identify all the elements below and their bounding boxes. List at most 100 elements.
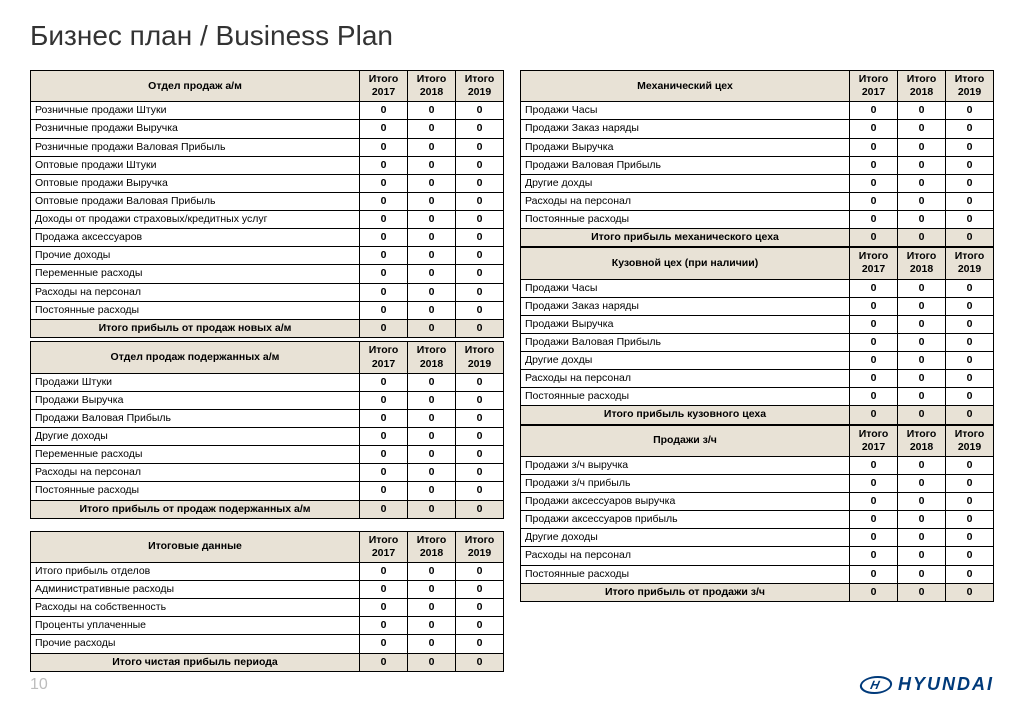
row-value: 0: [898, 279, 946, 297]
row-value: 0: [898, 370, 946, 388]
row-value: 0: [360, 120, 408, 138]
row-value: 0: [946, 547, 994, 565]
row-value: 0: [850, 529, 898, 547]
row-value: 0: [946, 529, 994, 547]
row-value: 0: [360, 265, 408, 283]
table-section-title: Кузовной цех (при наличии): [521, 248, 850, 279]
row-value: 0: [408, 138, 456, 156]
total-value: 0: [898, 229, 946, 247]
table-row: Постоянные расходы000: [521, 565, 994, 583]
row-value: 0: [850, 565, 898, 583]
row-label: Расходы на собственность: [31, 599, 360, 617]
row-value: 0: [456, 373, 504, 391]
row-value: 0: [898, 102, 946, 120]
row-label: Продажа аксессуаров: [31, 229, 360, 247]
table-row: Продажи з/ч выручка000: [521, 456, 994, 474]
row-label: Прочие доходы: [31, 247, 360, 265]
year-header: Итого2019: [946, 248, 994, 279]
row-value: 0: [408, 247, 456, 265]
row-value: 0: [456, 229, 504, 247]
table-row: Продажи Часы000: [521, 102, 994, 120]
table-row: Продажи Заказ наряды000: [521, 120, 994, 138]
table-row: Постоянные расходы000: [31, 301, 504, 319]
total-value: 0: [946, 583, 994, 601]
row-value: 0: [360, 102, 408, 120]
row-value: 0: [456, 283, 504, 301]
row-value: 0: [408, 102, 456, 120]
row-value: 0: [850, 547, 898, 565]
table-row: Продажи Выручка000: [521, 315, 994, 333]
total-label: Итого прибыль от продаж подержанных а/м: [31, 500, 360, 518]
year-header: Итого2019: [946, 71, 994, 102]
table-row: Продажи Валовая Прибыль000: [521, 333, 994, 351]
table-section-title: Отдел продаж подержанных а/м: [31, 342, 360, 373]
row-label: Продажи Заказ наряды: [521, 120, 850, 138]
total-row: Итого прибыль от продажи з/ч000: [521, 583, 994, 601]
row-value: 0: [408, 373, 456, 391]
row-label: Другие доходы: [521, 529, 850, 547]
total-label: Итого чистая прибыль периода: [31, 653, 360, 671]
row-label: Оптовые продажи Выручка: [31, 174, 360, 192]
row-value: 0: [850, 279, 898, 297]
year-header: Итого2019: [456, 71, 504, 102]
total-value: 0: [456, 319, 504, 337]
row-value: 0: [850, 138, 898, 156]
row-value: 0: [456, 174, 504, 192]
row-value: 0: [456, 635, 504, 653]
row-value: 0: [946, 333, 994, 351]
table-row: Продажи з/ч прибыль000: [521, 474, 994, 492]
row-value: 0: [850, 192, 898, 210]
row-value: 0: [456, 138, 504, 156]
row-value: 0: [360, 192, 408, 210]
row-value: 0: [946, 370, 994, 388]
row-label: Итого прибыль отделов: [31, 562, 360, 580]
table-row: Расходы на персонал000: [31, 464, 504, 482]
total-value: 0: [360, 319, 408, 337]
total-value: 0: [946, 229, 994, 247]
table-parts: Продажи з/чИтого2017Итого2018Итого2019Пр…: [520, 425, 994, 602]
row-value: 0: [946, 211, 994, 229]
row-label: Продажи з/ч выручка: [521, 456, 850, 474]
total-value: 0: [898, 583, 946, 601]
year-header: Итого2017: [360, 531, 408, 562]
table-row: Переменные расходы000: [31, 265, 504, 283]
row-label: Расходы на персонал: [31, 464, 360, 482]
row-value: 0: [408, 409, 456, 427]
row-value: 0: [898, 174, 946, 192]
row-value: 0: [850, 174, 898, 192]
row-value: 0: [898, 547, 946, 565]
total-value: 0: [850, 406, 898, 424]
row-value: 0: [898, 156, 946, 174]
year-header: Итого2018: [408, 342, 456, 373]
row-label: Постоянные расходы: [521, 388, 850, 406]
row-value: 0: [898, 120, 946, 138]
table-row: Продажи Валовая Прибыль000: [31, 409, 504, 427]
total-label: Итого прибыль от продаж новых а/м: [31, 319, 360, 337]
row-value: 0: [946, 388, 994, 406]
total-value: 0: [850, 229, 898, 247]
row-value: 0: [946, 456, 994, 474]
row-value: 0: [408, 446, 456, 464]
table-row: Продажи Выручка000: [31, 391, 504, 409]
row-value: 0: [456, 599, 504, 617]
row-value: 0: [898, 493, 946, 511]
table-row: Другие доходы000: [31, 428, 504, 446]
table-row: Расходы на персонал000: [521, 192, 994, 210]
table-row: Розничные продажи Валовая Прибыль000: [31, 138, 504, 156]
table-row: Продажи Выручка000: [521, 138, 994, 156]
table-summary: Итоговые данныеИтого2017Итого2018Итого20…: [30, 531, 504, 672]
total-value: 0: [456, 653, 504, 671]
table-row: Продажи Заказ наряды000: [521, 297, 994, 315]
row-value: 0: [898, 333, 946, 351]
table-row: Доходы от продажи страховых/кредитных ус…: [31, 211, 504, 229]
row-value: 0: [408, 599, 456, 617]
row-value: 0: [408, 482, 456, 500]
row-value: 0: [456, 391, 504, 409]
hyundai-logo-icon: H: [858, 676, 894, 694]
row-value: 0: [850, 315, 898, 333]
total-row: Итого прибыль от продаж подержанных а/м0…: [31, 500, 504, 518]
row-value: 0: [456, 617, 504, 635]
total-row: Итого чистая прибыль периода000: [31, 653, 504, 671]
row-label: Проценты уплаченные: [31, 617, 360, 635]
total-value: 0: [408, 653, 456, 671]
